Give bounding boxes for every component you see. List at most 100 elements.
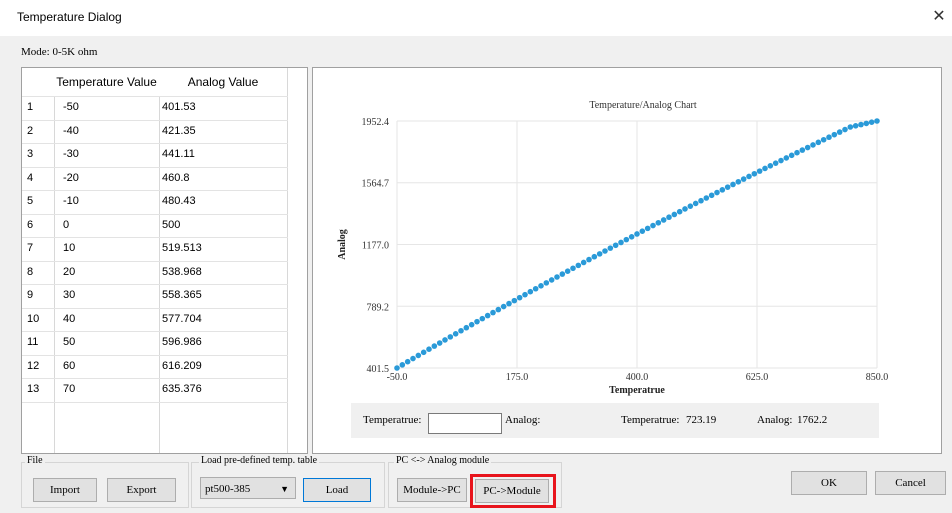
analog-readout-label: Analog: (505, 414, 541, 426)
data-point (751, 170, 758, 177)
analog-value-cell[interactable]: 500 (162, 218, 181, 231)
y-tick-label: 1177.0 (362, 240, 389, 251)
temperature-value-cell[interactable]: 30 (63, 289, 76, 301)
table-row[interactable]: 7 10 519.513 (22, 237, 287, 261)
temperature-input[interactable] (428, 413, 502, 434)
analog-value-cell[interactable]: 421.35 (162, 124, 196, 137)
window-title: Temperature Dialog (17, 10, 122, 24)
data-point (591, 253, 598, 260)
module-to-pc-button[interactable]: Module->PC (397, 478, 467, 502)
table-row[interactable]: 2 -40 421.35 (22, 120, 287, 144)
y-tick-label: 1564.7 (362, 179, 390, 190)
grid-row-divider (22, 260, 288, 262)
table-row[interactable]: 12 60 616.209 (22, 355, 287, 379)
ok-button[interactable]: OK (791, 471, 867, 495)
table-row[interactable]: 3 -30 441.11 (22, 143, 287, 167)
chart-panel[interactable]: -50.0 175.0 400.0 625.0 850.0 401.5 789.2 1177.… (312, 67, 942, 454)
data-point (714, 189, 720, 196)
load-button[interactable]: Load (303, 478, 371, 502)
chevron-down-icon: ▼ (280, 484, 289, 494)
data-point (826, 134, 832, 141)
row-number: 3 (27, 148, 34, 160)
table-row[interactable]: 6 0 500 (22, 214, 287, 238)
analog-value-cell[interactable]: 401.53 (162, 101, 196, 113)
temperature-value-cell[interactable]: -10 (63, 195, 79, 207)
temperature-value-cell[interactable]: 70 (63, 383, 76, 395)
column-header-temperature[interactable]: Temperature Value (54, 68, 159, 96)
analog-value-cell[interactable]: 577.704 (162, 312, 202, 325)
data-point (570, 265, 576, 272)
row-number: 12 (27, 359, 40, 372)
cancel-button[interactable]: Cancel (875, 471, 946, 495)
x-tick-label: 175.0 (506, 372, 529, 383)
data-point (474, 318, 480, 325)
temperature-value-cell[interactable]: -30 (63, 148, 79, 160)
temperature-value-cell[interactable]: 0 (63, 218, 70, 231)
temperature-value-cell[interactable]: -40 (63, 124, 79, 137)
table-row[interactable]: 11 50 596.986 (22, 331, 287, 355)
table-row[interactable]: 8 20 538.968 (22, 261, 287, 285)
temperature-value-cell[interactable]: 20 (63, 265, 76, 278)
export-button[interactable]: Export (107, 478, 176, 502)
title-bar (0, 0, 952, 36)
grid-header-divider (22, 96, 288, 97)
data-point (484, 312, 491, 319)
table-vertical-scrollbar[interactable]: ⌃ ⌄ (307, 68, 308, 453)
temp-table-select[interactable]: pt500-385 ▼ (200, 477, 296, 499)
table-row[interactable]: 10 40 577.704 (22, 308, 287, 332)
data-point (527, 288, 534, 295)
analog-value-cell[interactable]: 616.209 (162, 359, 202, 372)
close-icon[interactable]: ✕ (932, 8, 946, 25)
chart-title: Temperature/Analog Chart (589, 100, 697, 111)
pc-to-module-button[interactable]: PC->Module (475, 479, 549, 503)
data-point (596, 251, 603, 257)
table-row[interactable]: 5 -10 480.43 (22, 190, 287, 214)
row-number: 1 (27, 101, 34, 113)
temperature-value-cell[interactable]: 10 (63, 242, 76, 254)
data-point (452, 331, 459, 337)
analog-value-cell[interactable]: 441.11 (162, 148, 195, 160)
column-header-analog[interactable]: Analog Value (159, 68, 287, 96)
grid-row-divider (22, 331, 288, 332)
data-point (788, 152, 795, 159)
data-point (639, 228, 646, 234)
import-button[interactable]: Import (33, 478, 97, 502)
data-point (852, 123, 859, 129)
temperature-value-cell[interactable]: -50 (63, 101, 79, 113)
scroll-up-icon[interactable]: ⌃ (307, 68, 308, 85)
grid-row-divider (22, 284, 288, 285)
data-point (431, 343, 438, 349)
data-point (703, 195, 710, 201)
load-table-group-label: Load pre-defined temp. table (199, 455, 320, 466)
temperature-value-cell[interactable]: 40 (63, 312, 76, 325)
table-row[interactable]: 9 30 558.365 (22, 284, 287, 308)
analog-value-cell[interactable]: 635.376 (162, 383, 202, 395)
table-row[interactable]: 4 -20 460.8 (22, 167, 287, 191)
data-point (778, 157, 784, 164)
data-point (767, 163, 774, 169)
table-row[interactable]: 13 70 635.376 (22, 378, 287, 402)
data-point (623, 236, 630, 243)
temperature-value-cell[interactable]: -20 (63, 171, 79, 184)
data-point (543, 280, 550, 286)
x-tick-label: 400.0 (626, 372, 649, 383)
data-point (730, 181, 736, 188)
temperature-analog-chart[interactable]: -50.0 175.0 400.0 625.0 850.0 401.5 789.2 1177.… (313, 68, 941, 453)
data-point (410, 355, 416, 362)
row-number: 6 (27, 218, 34, 231)
analog-value-cell[interactable]: 596.986 (162, 336, 202, 348)
data-point (548, 277, 555, 283)
data-point (516, 294, 523, 301)
table-row[interactable]: 1 -50 401.53 (22, 96, 287, 120)
data-point (394, 365, 400, 371)
analog-value-cell[interactable]: 538.968 (162, 265, 202, 278)
temperature-table[interactable]: Temperature Value Analog Value 1 -50 401.5… (21, 67, 308, 454)
data-point (442, 337, 448, 343)
analog-value-cell[interactable]: 460.8 (162, 171, 190, 184)
analog-value-cell[interactable]: 519.513 (162, 242, 202, 254)
temperature-value-cell[interactable]: 60 (63, 359, 76, 372)
analog-value-cell[interactable]: 480.43 (162, 195, 196, 207)
scroll-down-icon[interactable]: ⌄ (307, 436, 308, 453)
analog-value-cell[interactable]: 558.365 (162, 289, 202, 301)
temperature-value-cell[interactable]: 50 (63, 336, 76, 348)
